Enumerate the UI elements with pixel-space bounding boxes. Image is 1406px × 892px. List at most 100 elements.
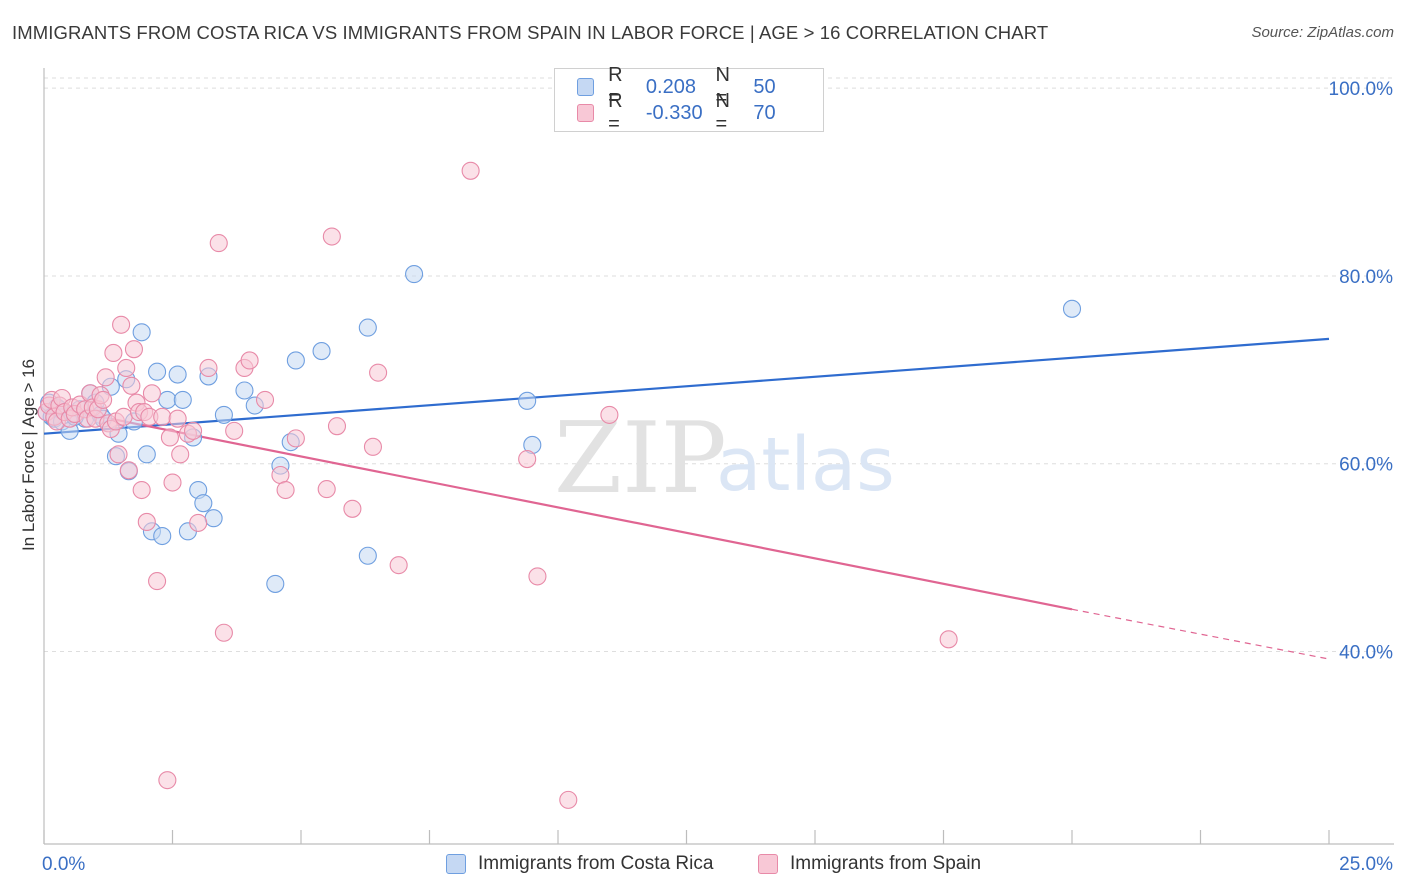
- point-spain-49: [209, 234, 228, 253]
- point-spain-20: [96, 368, 115, 387]
- point-costa-rica-31: [194, 494, 213, 513]
- point-spain-69: [939, 630, 958, 649]
- point-spain-59: [322, 227, 341, 246]
- y-tick-label-40: 40.0%: [1339, 643, 1393, 664]
- point-spain-30: [122, 376, 141, 395]
- watermark: ZIP atlas: [554, 402, 895, 516]
- trend-lines: [43, 337, 1330, 660]
- legend-r-label: R =: [608, 90, 623, 135]
- trend-line-spain: [43, 404, 1073, 611]
- point-spain-29: [119, 461, 138, 480]
- point-spain-60: [327, 417, 347, 436]
- y-tick-label-80: 80.0%: [1339, 267, 1393, 288]
- legend-n-label: N =: [715, 90, 730, 135]
- correlation-legend: R = 0.208 N = 50 R = -0.330 N = 70: [554, 64, 824, 135]
- legend-r-label: R =: [608, 64, 623, 109]
- point-spain-31: [124, 340, 143, 359]
- point-spain-28: [117, 358, 136, 378]
- point-costa-rica-34: [214, 405, 233, 424]
- bottom-legend-swatch-costa-rica: [446, 854, 466, 874]
- legend-r-value-spain: -0.330: [645, 101, 703, 124]
- point-costa-rica-37: [266, 574, 285, 593]
- point-spain-53: [240, 351, 259, 370]
- point-spain-23: [104, 343, 123, 362]
- point-spain-39: [148, 572, 167, 591]
- legend-swatch-spain: [577, 104, 595, 122]
- point-costa-rica-43: [358, 546, 377, 565]
- point-spain-70: [158, 771, 177, 790]
- point-costa-rica-24: [153, 526, 172, 546]
- point-spain-67: [528, 567, 547, 586]
- point-spain-47: [189, 513, 208, 532]
- point-spain-54: [255, 390, 275, 409]
- legend-r-value-costa-rica: 0.208: [645, 75, 696, 98]
- legend-row-spain: R = -0.330 N = 70: [577, 90, 823, 135]
- point-costa-rica-40: [286, 351, 305, 370]
- point-spain-38: [142, 384, 161, 403]
- point-spain-58: [317, 480, 336, 499]
- tick-labels: 40.0% 60.0% 80.0% 100.0% 0.0% 25.0%: [42, 79, 1393, 875]
- bottom-legend-costa-rica: Immigrants from Costa Rica: [446, 852, 713, 876]
- point-spain-71: [559, 790, 578, 809]
- legend-n-value-costa-rica: 50: [753, 75, 776, 98]
- point-spain-62: [363, 437, 383, 456]
- point-costa-rica-41: [312, 342, 331, 361]
- point-spain-19: [94, 390, 113, 409]
- point-costa-rica-35: [235, 381, 254, 400]
- legend-swatch-costa-rica: [577, 78, 595, 96]
- point-spain-65: [461, 161, 480, 180]
- y-tick-label-100: 100.0%: [1329, 79, 1394, 100]
- point-spain-51: [225, 421, 244, 440]
- legend-row-costa-rica: R = 0.208 N = 50: [577, 64, 823, 109]
- point-spain-57: [286, 429, 305, 448]
- bottom-legend-label-costa-rica: Immigrants from Costa Rica: [478, 853, 714, 874]
- point-costa-rica-26: [168, 365, 187, 384]
- point-spain-55: [271, 465, 290, 485]
- point-spain-36: [137, 512, 156, 531]
- point-spain-26: [112, 315, 131, 334]
- point-costa-rica-42: [358, 318, 377, 337]
- point-spain-43: [168, 409, 187, 428]
- point-spain-27: [114, 407, 133, 426]
- watermark-zip: ZIP: [554, 402, 727, 516]
- point-spain-68: [600, 405, 619, 424]
- point-costa-rica-23: [148, 362, 167, 381]
- point-spain-34: [132, 480, 151, 500]
- point-costa-rica-47: [1062, 299, 1082, 318]
- point-costa-rica-21: [137, 445, 156, 464]
- point-spain-48: [199, 358, 218, 378]
- point-spain-41: [160, 428, 179, 447]
- x-tick-label-max: 25.0%: [1339, 854, 1393, 875]
- data-points: [37, 161, 1082, 809]
- point-costa-rica-45: [518, 391, 537, 410]
- point-spain-56: [276, 480, 295, 500]
- legend-n-value-spain: 70: [753, 101, 776, 124]
- point-costa-rica-20: [132, 323, 151, 342]
- bottom-legend-label-spain: Immigrants from Spain: [790, 853, 982, 874]
- x-tick-label-min: 0.0%: [42, 854, 85, 875]
- point-spain-61: [343, 499, 362, 518]
- trend-line-costa-rica: [43, 337, 1330, 435]
- point-spain-63: [369, 363, 388, 382]
- chart-title: IMMIGRANTS FROM COSTA RICA VS IMMIGRANTS…: [12, 22, 1049, 43]
- point-costa-rica-25: [158, 390, 177, 409]
- point-costa-rica-27: [173, 390, 192, 409]
- point-spain-40: [153, 407, 172, 426]
- watermark-atlas: atlas: [716, 422, 895, 508]
- point-costa-rica-44: [405, 265, 424, 284]
- y-tick-label-60: 60.0%: [1339, 455, 1393, 476]
- bottom-legend-spain: Immigrants from Spain: [758, 852, 981, 876]
- point-spain-50: [214, 623, 233, 642]
- point-spain-66: [518, 449, 537, 469]
- bottom-legend-swatch-spain: [758, 854, 778, 874]
- point-costa-rica-33: [204, 509, 223, 528]
- point-spain-46: [184, 421, 203, 440]
- legend-n-label: N =: [715, 64, 730, 109]
- point-spain-64: [389, 556, 408, 575]
- axes: [43, 68, 1394, 845]
- source-label: Source: ZipAtlas.com: [1251, 24, 1394, 41]
- point-spain-25: [109, 445, 128, 464]
- point-spain-44: [171, 445, 190, 464]
- point-spain-42: [163, 473, 182, 492]
